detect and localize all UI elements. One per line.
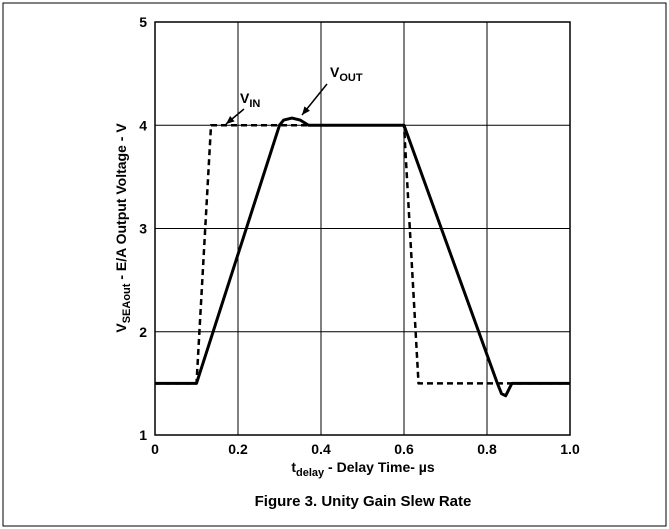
annotation-sub: OUT [339, 72, 363, 84]
x-tick-label: 0 [151, 441, 159, 457]
annotation: VIN [240, 90, 260, 110]
annotation-main: V [240, 90, 250, 106]
y-tick-label: 4 [139, 117, 147, 133]
series-line [155, 124, 570, 385]
y-label-sub: SEAout [121, 283, 133, 323]
x-tick-label: 0.4 [311, 441, 331, 457]
annotation-sub: IN [249, 98, 260, 110]
arrow-head [226, 116, 235, 124]
y-label-main: V [113, 323, 129, 333]
x-tick-label: 1.0 [560, 441, 580, 457]
annotation: VOUT [330, 64, 363, 84]
x-tick-label: 0.2 [228, 441, 248, 457]
chart-title: Figure 3. Unity Gain Slew Rate [255, 493, 472, 510]
y-axis-label: VSEAout - E/A Output Voltage - V [113, 123, 133, 333]
x-tick-label: 0.8 [477, 441, 497, 457]
plot-border [154, 21, 571, 436]
arrow-head [302, 106, 310, 115]
y-tick-label: 5 [139, 14, 147, 30]
x-label-main: t [291, 459, 296, 475]
y-label-rest: - E/A Output Voltage - V [113, 123, 129, 284]
y-tick-label: 2 [139, 324, 147, 340]
x-axis-label: tdelay - Delay Time- µs [291, 459, 435, 479]
series-line [155, 116, 570, 398]
x-label-sub: delay [296, 467, 325, 479]
y-tick-label: 1 [139, 427, 147, 443]
annotation-main: V [330, 64, 340, 80]
y-tick-label: 3 [139, 221, 147, 237]
x-label-rest: - Delay Time- µs [324, 459, 435, 475]
x-tick-label: 0.6 [394, 441, 414, 457]
